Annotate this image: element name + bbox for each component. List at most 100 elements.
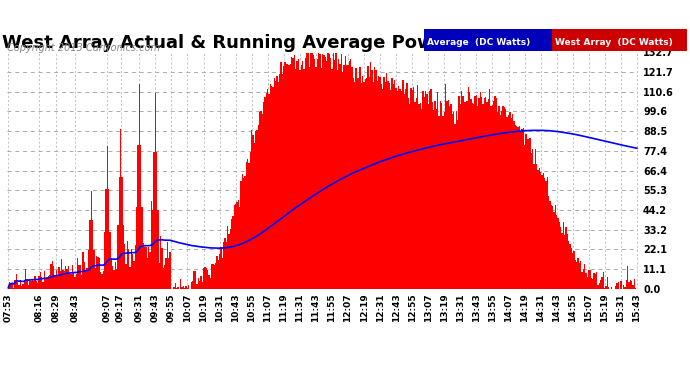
Bar [92,220,93,289]
Bar [254,143,255,289]
Bar [415,98,417,289]
Bar [397,91,398,289]
Bar [559,222,560,289]
Bar [391,78,393,289]
Title: West Array Actual & Running Average Power Wed Dec 11 15:51: West Array Actual & Running Average Powe… [1,34,644,53]
Bar [413,87,414,289]
Bar [572,252,573,289]
Bar [351,68,353,289]
Bar [217,260,219,289]
Bar [535,149,536,289]
Bar [173,287,175,289]
Bar [384,77,385,289]
Bar [393,84,394,289]
Bar [357,78,358,289]
Bar [197,278,199,289]
Bar [88,250,89,289]
Bar [445,84,446,289]
Bar [458,96,460,289]
Bar [408,98,409,289]
Bar [303,69,304,289]
Bar [411,90,413,289]
Bar [321,68,322,289]
Bar [186,286,187,289]
Bar [223,242,224,289]
Bar [553,212,555,289]
Bar [284,62,286,289]
Bar [166,258,167,289]
Bar [25,268,26,289]
Bar [268,94,270,289]
Bar [239,207,240,289]
Bar [328,54,330,289]
Bar [257,125,259,289]
Bar [119,177,120,289]
Bar [273,87,274,289]
Bar [531,153,532,289]
Bar [93,249,95,289]
Bar [454,124,455,289]
Bar [243,178,244,289]
Bar [608,286,609,289]
Bar [322,54,323,289]
Bar [266,93,267,289]
Bar [160,236,161,289]
Bar [105,189,106,289]
Bar [132,254,133,289]
Bar [124,244,126,289]
Bar [109,232,110,289]
Bar [513,121,515,289]
Bar [525,134,526,289]
Bar [304,58,306,289]
Bar [302,61,303,289]
Bar [315,66,317,289]
Bar [596,272,598,289]
Bar [247,159,248,289]
Bar [516,126,518,289]
Bar [381,84,382,289]
Bar [544,178,545,289]
Bar [200,276,201,289]
Bar [163,268,164,289]
Bar [341,54,342,289]
Bar [280,62,282,289]
Bar [319,54,321,289]
Bar [103,271,104,289]
Bar [310,49,311,289]
Bar [425,92,426,289]
Bar [549,201,551,289]
Bar [164,266,166,289]
Bar [288,65,290,289]
Bar [508,115,509,289]
Bar [394,80,395,289]
Bar [344,56,346,289]
Bar [429,91,431,289]
Bar [635,288,636,289]
Bar [188,285,190,289]
Bar [398,87,400,289]
Bar [270,84,271,289]
Bar [137,146,139,289]
Bar [532,149,533,289]
Bar [417,85,418,289]
Bar [62,270,63,289]
Bar [148,247,149,289]
Bar [53,266,55,289]
Bar [110,258,112,289]
Bar [50,264,52,289]
Bar [8,288,9,289]
Bar [424,97,425,289]
Bar [65,267,66,289]
Bar [628,282,629,289]
Bar [206,268,207,289]
Bar [108,189,109,289]
Bar [86,268,88,289]
Bar [210,278,211,289]
Bar [153,152,155,289]
Bar [196,284,197,289]
Bar [204,267,206,289]
Bar [566,234,568,289]
Bar [323,56,324,289]
Bar [365,80,366,289]
Bar [457,120,458,289]
